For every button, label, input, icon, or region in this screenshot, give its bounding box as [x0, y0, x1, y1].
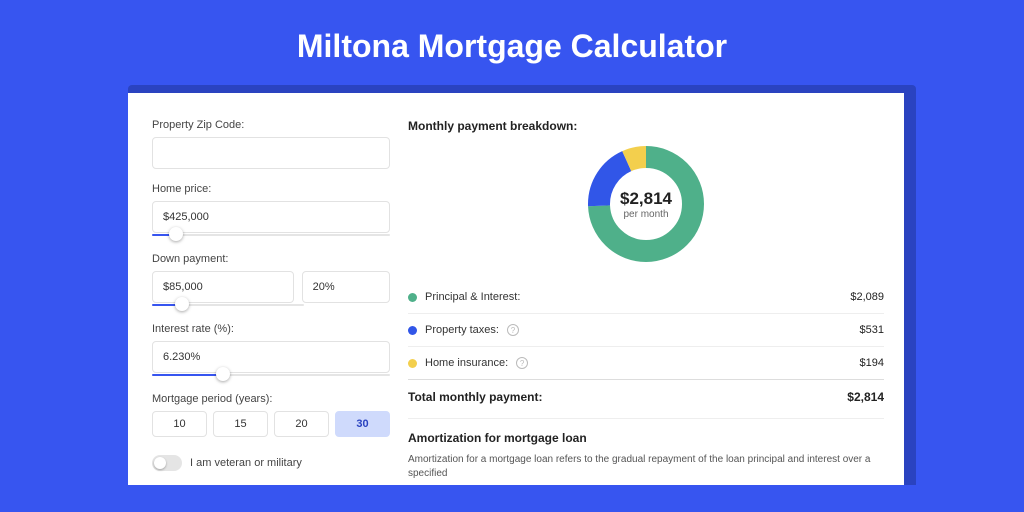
toggle-knob	[154, 457, 166, 469]
total-row: Total monthly payment: $2,814	[408, 379, 884, 418]
legend-label: Home insurance:	[425, 357, 508, 369]
donut-chart: $2,814 per month	[408, 143, 884, 265]
legend-dot	[408, 293, 417, 302]
calculator-card: Property Zip Code: Home price: Down paym…	[128, 93, 904, 485]
interest-rate-field: Interest rate (%):	[152, 323, 390, 379]
card-shadow: Property Zip Code: Home price: Down paym…	[128, 85, 916, 485]
total-value: $2,814	[847, 390, 884, 404]
zip-field: Property Zip Code:	[152, 119, 390, 169]
interest-rate-input[interactable]	[152, 341, 390, 373]
period-option-10[interactable]: 10	[152, 411, 207, 437]
legend-label: Property taxes:	[425, 324, 499, 336]
info-icon[interactable]: ?	[507, 324, 519, 336]
interest-rate-label: Interest rate (%):	[152, 323, 390, 335]
slider-thumb[interactable]	[169, 227, 183, 241]
legend-value: $531	[860, 324, 884, 336]
amortization-title: Amortization for mortgage loan	[408, 418, 884, 453]
interest-rate-slider[interactable]	[152, 371, 390, 379]
breakdown-title: Monthly payment breakdown:	[408, 119, 884, 133]
down-payment-slider[interactable]	[152, 301, 304, 309]
donut-center: $2,814 per month	[585, 143, 707, 265]
slider-thumb[interactable]	[175, 297, 189, 311]
legend-row-insurance: Home insurance:? $194	[408, 347, 884, 379]
legend-dot	[408, 326, 417, 335]
period-option-20[interactable]: 20	[274, 411, 329, 437]
legend-dot	[408, 359, 417, 368]
veteran-toggle[interactable]	[152, 455, 182, 471]
info-icon[interactable]: ?	[516, 357, 528, 369]
zip-input[interactable]	[152, 137, 390, 169]
veteran-toggle-row: I am veteran or military	[152, 455, 390, 471]
home-price-field: Home price:	[152, 183, 390, 239]
slider-thumb[interactable]	[216, 367, 230, 381]
donut-amount: $2,814	[620, 189, 672, 209]
zip-label: Property Zip Code:	[152, 119, 390, 131]
legend-row-principal: Principal & Interest: $2,089	[408, 281, 884, 314]
down-payment-field: Down payment:	[152, 253, 390, 309]
legend-label: Principal & Interest:	[425, 291, 520, 303]
page-title: Miltona Mortgage Calculator	[0, 0, 1024, 85]
mortgage-period-label: Mortgage period (years):	[152, 393, 390, 405]
period-option-30[interactable]: 30	[335, 411, 390, 437]
breakdown-panel: Monthly payment breakdown: $2,814 per mo…	[408, 119, 884, 485]
legend-value: $194	[860, 357, 884, 369]
legend-value: $2,089	[850, 291, 884, 303]
total-label: Total monthly payment:	[408, 390, 542, 404]
amortization-text: Amortization for a mortgage loan refers …	[408, 453, 884, 481]
home-price-input[interactable]	[152, 201, 390, 233]
down-payment-label: Down payment:	[152, 253, 390, 265]
legend-row-taxes: Property taxes:? $531	[408, 314, 884, 347]
down-payment-pct-input[interactable]	[302, 271, 390, 303]
home-price-label: Home price:	[152, 183, 390, 195]
form-panel: Property Zip Code: Home price: Down paym…	[152, 119, 390, 485]
down-payment-amount-input[interactable]	[152, 271, 294, 303]
donut-sub: per month	[623, 209, 668, 220]
period-option-15[interactable]: 15	[213, 411, 268, 437]
legend: Principal & Interest: $2,089 Property taxe…	[408, 281, 884, 379]
home-price-slider[interactable]	[152, 231, 390, 239]
veteran-label: I am veteran or military	[190, 457, 302, 469]
mortgage-period-field: Mortgage period (years): 10152030	[152, 393, 390, 437]
